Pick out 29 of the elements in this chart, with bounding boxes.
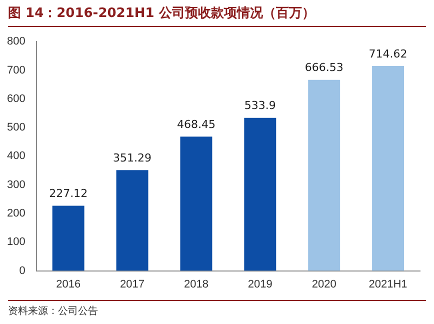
bar — [372, 66, 404, 271]
data-label: 714.62 — [368, 47, 408, 60]
bar — [244, 118, 276, 271]
bar — [52, 206, 84, 271]
y-tick-label: 0 — [19, 264, 26, 277]
y-tick-label: 600 — [6, 92, 26, 105]
y-tick-label: 800 — [6, 36, 26, 48]
bar — [180, 136, 212, 271]
data-label: 351.29 — [113, 152, 152, 165]
chart-title: 图 14：2016-2021H1 公司预收款项情况（百万） — [8, 4, 426, 27]
x-tick-label: 2021H1 — [368, 278, 408, 290]
data-label: 227.12 — [49, 187, 88, 200]
y-tick-label: 500 — [6, 122, 26, 134]
data-label: 533.9 — [244, 99, 276, 112]
y-tick-label: 200 — [6, 208, 26, 220]
x-tick-label: 2017 — [120, 278, 145, 290]
data-label: 666.53 — [304, 61, 344, 74]
x-tick-label: 2018 — [184, 278, 208, 290]
y-tick-label: 700 — [6, 64, 26, 76]
data-label: 468.45 — [176, 118, 216, 131]
text: 资料来源：公司公告 — [8, 300, 426, 318]
y-tick-label: 300 — [6, 178, 26, 191]
x-tick-label: 2019 — [248, 278, 272, 290]
y-tick-label: 400 — [6, 150, 26, 162]
x-tick-label: 2016 — [56, 278, 81, 290]
bar — [308, 80, 340, 271]
x-tick-label: 2020 — [312, 278, 336, 290]
bar — [116, 170, 148, 271]
y-tick-label: 100 — [6, 236, 26, 248]
